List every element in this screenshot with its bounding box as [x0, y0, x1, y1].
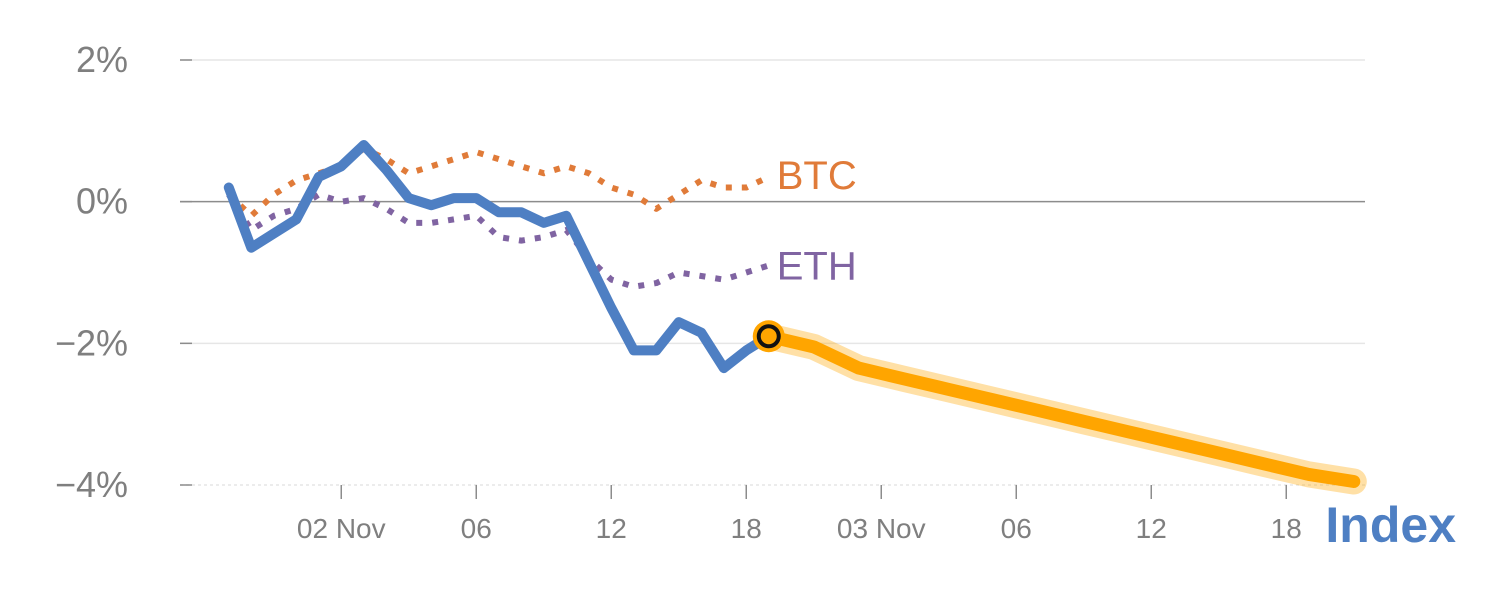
- y-tick-label: 0%: [76, 181, 128, 222]
- series-labels: BTC ETH Index: [777, 154, 1456, 553]
- series-line-index: [223, 140, 774, 374]
- x-tick-label: 06: [1001, 513, 1032, 544]
- y-tick-label: −4%: [55, 464, 128, 505]
- x-tick-label: 18: [1271, 513, 1302, 544]
- y-tick-label: −2%: [55, 322, 128, 363]
- series-label-btc: BTC: [777, 154, 857, 198]
- forecast-line: [762, 329, 1361, 488]
- grid: [180, 59, 1365, 486]
- x-tick-label: 12: [1136, 513, 1167, 544]
- y-axis: 2% 0% −2% −4%: [55, 39, 192, 505]
- x-tick-label: 02 Nov: [297, 513, 386, 544]
- x-axis: 02 Nov 06 12 18 03 Nov 06 12 18: [297, 485, 1302, 544]
- x-tick-label: 12: [596, 513, 627, 544]
- series-line-btc: [226, 145, 771, 219]
- series-group: [223, 140, 1367, 495]
- series-label-index: Index: [1325, 497, 1456, 553]
- current-point-marker: [756, 324, 781, 349]
- y-tick-label: 2%: [76, 39, 128, 80]
- x-tick-label: 06: [461, 513, 492, 544]
- series-label-eth: ETH: [777, 244, 857, 288]
- x-tick-label: 18: [731, 513, 762, 544]
- x-tick-label: 03 Nov: [837, 513, 926, 544]
